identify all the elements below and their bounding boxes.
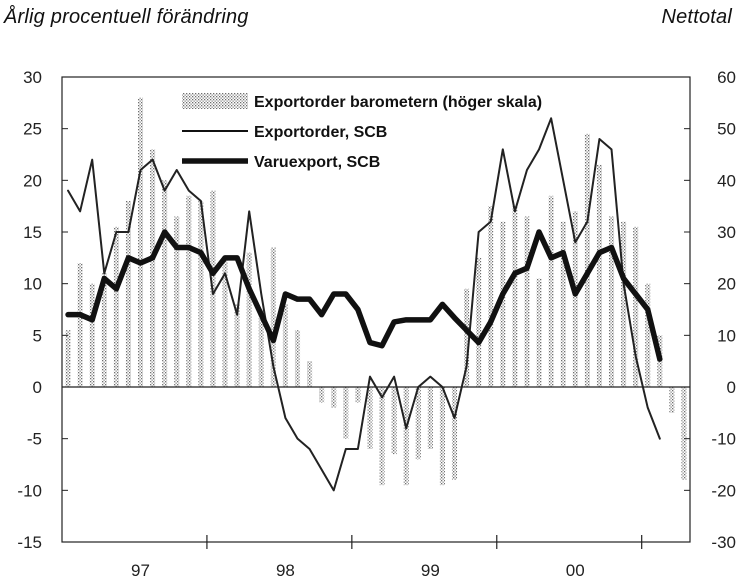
right-tick-label: 50	[717, 120, 736, 139]
x-tick-label: 97	[131, 561, 150, 580]
bar	[113, 226, 119, 387]
legend-label: Varuexport, SCB	[254, 154, 380, 171]
bar	[246, 252, 252, 387]
bar	[476, 257, 482, 387]
series-line-varuexport	[65, 229, 663, 362]
bar	[451, 387, 458, 480]
right-tick-label: 30	[717, 223, 736, 242]
series-line-exportorder	[67, 117, 661, 492]
left-tick-label: 30	[23, 68, 42, 87]
axes-layer: -15 -10 -5 0 5 10 15 20 25 30 -30 -20 -10 0 10 20 30 40 50…	[17, 68, 736, 580]
legend-swatch-bar	[182, 93, 248, 109]
bar	[464, 288, 470, 387]
right-tick-label: 40	[717, 171, 736, 190]
legend-label: Exportorder, SCB	[254, 124, 387, 141]
bar	[391, 387, 397, 455]
bar	[584, 133, 590, 387]
bar	[307, 361, 313, 387]
bar	[633, 226, 639, 387]
bar	[77, 263, 83, 387]
plot-frame	[61, 76, 691, 543]
x-tick-label: 98	[276, 561, 295, 580]
bar	[621, 221, 627, 387]
bar	[222, 257, 228, 387]
right-tick-label: -20	[711, 481, 736, 500]
bar	[379, 387, 385, 486]
legend: Exportorder barometern (höger skala) Expo…	[182, 89, 547, 173]
bar	[524, 216, 530, 387]
left-tick-label: 25	[23, 120, 42, 139]
bar	[512, 206, 518, 387]
bar	[319, 387, 325, 403]
left-tick-label: 5	[33, 326, 42, 345]
bar	[174, 216, 180, 387]
bar	[427, 387, 433, 449]
right-tick-label: -10	[711, 430, 736, 449]
left-tick-label: 20	[23, 171, 42, 190]
bar	[560, 221, 566, 387]
bar	[488, 206, 494, 387]
legend-label-bg	[252, 149, 385, 173]
bar	[548, 195, 554, 387]
bar	[186, 195, 192, 387]
legend-label-bg	[252, 119, 392, 143]
bar	[645, 283, 651, 387]
bar	[367, 387, 373, 449]
bar	[572, 211, 578, 387]
bar	[681, 387, 687, 480]
bar	[89, 283, 95, 387]
bar	[294, 330, 301, 387]
x-tick-label: 00	[566, 561, 585, 580]
bar	[198, 201, 204, 387]
bar	[258, 309, 264, 387]
bar	[669, 387, 675, 413]
left-tick-label: 10	[23, 275, 42, 294]
bar	[150, 149, 156, 387]
legend-label-bg	[252, 89, 547, 113]
bars-layer	[65, 97, 687, 486]
right-tick-label: 60	[717, 68, 736, 87]
bar	[270, 247, 276, 387]
left-tick-label: -15	[17, 533, 42, 552]
bar	[355, 387, 361, 403]
bar	[500, 221, 506, 387]
right-tick-label: -30	[711, 533, 736, 552]
lines-layer	[65, 117, 663, 492]
bar	[137, 97, 144, 388]
bar	[415, 387, 421, 460]
bar	[596, 164, 602, 387]
bar	[439, 387, 445, 486]
bar	[65, 330, 71, 387]
bar	[125, 201, 131, 387]
x-tick-label: 99	[421, 561, 440, 580]
bar	[343, 387, 349, 439]
left-axis-title: Årlig procentuell förändring	[4, 6, 249, 28]
bar	[101, 273, 107, 387]
right-tick-label: 10	[717, 326, 736, 345]
bar	[331, 387, 337, 408]
right-axis-title: Nettotal	[661, 6, 732, 28]
left-tick-label: -10	[17, 481, 42, 500]
bar	[608, 216, 615, 387]
right-tick-label: 20	[717, 275, 736, 294]
bar	[234, 304, 240, 387]
left-tick-label: 15	[23, 223, 42, 242]
right-tick-label: 0	[727, 378, 736, 397]
bar	[282, 304, 288, 387]
left-tick-label: 0	[33, 378, 42, 397]
bar	[403, 387, 409, 486]
bar	[162, 180, 168, 387]
legend-label: Exportorder barometern (höger skala)	[254, 94, 542, 111]
bar	[536, 278, 542, 387]
left-tick-label: -5	[27, 430, 42, 449]
